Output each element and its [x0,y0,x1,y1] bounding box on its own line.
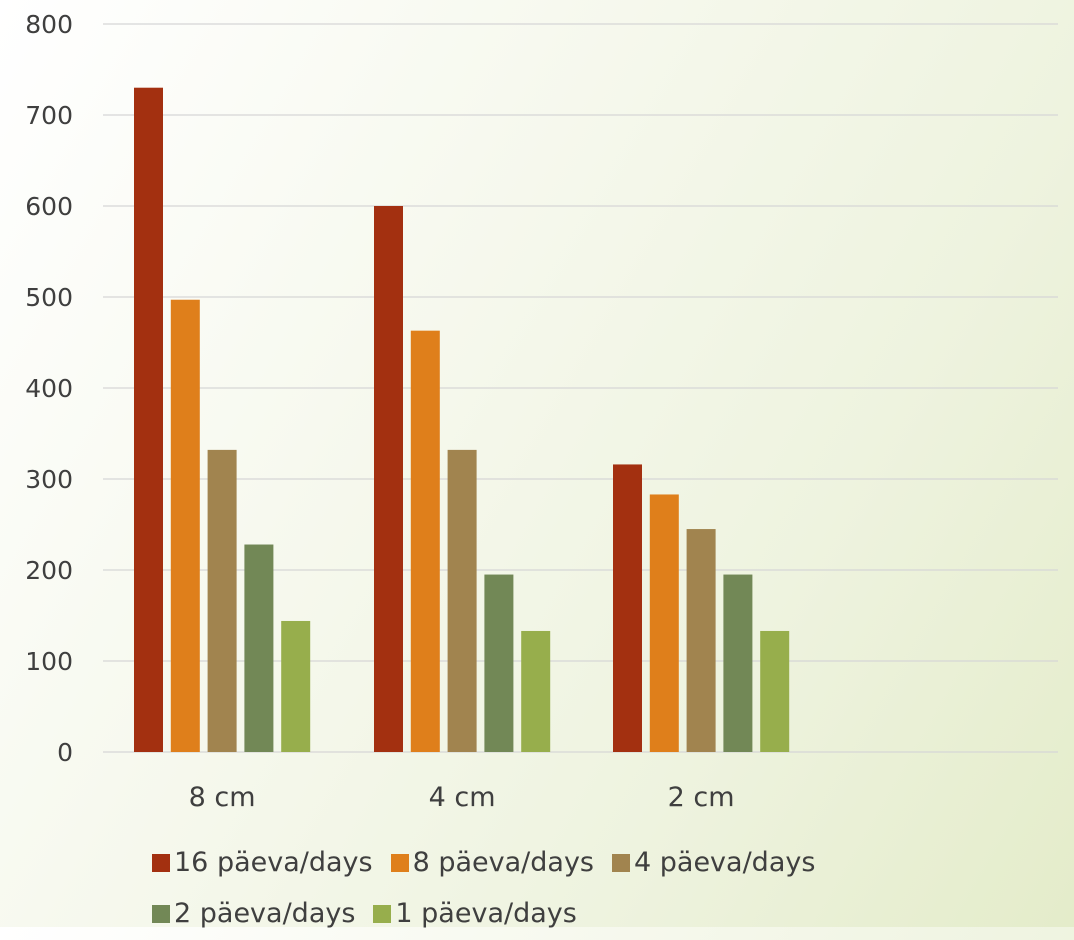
y-tick-label: 500 [25,283,73,312]
y-tick-label: 700 [25,101,73,130]
legend-swatch [152,854,170,872]
bar [649,494,679,752]
bar [410,330,440,752]
legend-label: 1 päeva/days [395,898,577,929]
bar [760,630,790,752]
bar [723,574,753,752]
bar [207,449,237,752]
bar [170,299,200,752]
y-tick-label: 100 [25,647,73,676]
y-tick-label: 400 [25,374,73,403]
legend-item: 16 päeva/days [152,838,373,888]
bar [484,574,514,752]
y-tick-label: 0 [57,738,73,767]
legend-swatch [152,905,170,923]
y-tick-label: 600 [25,192,73,221]
bar-chart: 0 100 200 300 400 500 600 700 800 8 cm 4 cm 2 cm [25,10,1058,813]
legend-label: 2 päeva/days [174,898,356,929]
bars [134,87,790,752]
legend-label: 4 päeva/days [634,847,816,878]
bar [374,206,403,752]
y-tick-label: 300 [25,465,73,494]
legend-swatch [373,905,392,923]
legend-swatch [612,854,630,872]
legend-label: 8 päeva/days [412,847,594,878]
legend-item: 4 päeva/days [612,838,815,888]
legend: 16 päeva/days 8 päeva/days 4 päeva/days 2 p… [152,838,992,940]
y-tick-label: 800 [25,10,73,39]
bar [447,449,477,752]
bar [686,529,716,752]
bar [281,620,311,752]
bar [244,544,274,752]
x-axis-labels: 8 cm 4 cm 2 cm [189,782,735,813]
legend-item: 2 päeva/days [152,889,355,939]
x-category-label: 4 cm [429,782,496,813]
legend-item: 1 päeva/days [373,889,577,939]
bar [613,464,642,752]
legend-label: 16 päeva/days [174,847,373,878]
y-axis-ticks: 0 100 200 300 400 500 600 700 800 [25,10,73,767]
x-category-label: 2 cm [668,782,735,813]
bar [521,630,551,752]
x-category-label: 8 cm [189,782,256,813]
bar [134,87,163,752]
legend-item: 8 päeva/days [390,838,594,888]
y-tick-label: 200 [25,556,73,585]
legend-swatch [390,854,409,872]
